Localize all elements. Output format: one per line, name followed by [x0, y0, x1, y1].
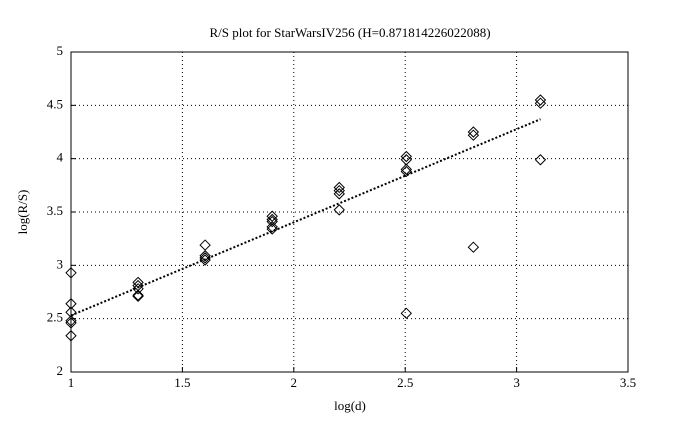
point — [400, 154, 413, 166]
point — [65, 298, 77, 310]
point — [534, 154, 547, 166]
point — [132, 283, 144, 295]
point — [266, 215, 278, 228]
x-tick-label: 2.5 — [397, 375, 413, 390]
y-axis-label: log(R/S) — [15, 190, 30, 235]
point — [333, 184, 345, 197]
point — [333, 188, 345, 200]
y-tick-label: 2.5 — [47, 310, 63, 325]
point — [199, 239, 211, 251]
point — [65, 317, 77, 329]
point — [467, 241, 480, 253]
y-tick-label: 2 — [57, 363, 64, 378]
y-tick-label: 3.5 — [47, 203, 63, 218]
point — [467, 129, 480, 141]
point — [199, 252, 211, 264]
plot-frame — [70, 51, 629, 373]
point — [467, 126, 480, 138]
y-tick-label: 4.5 — [47, 96, 63, 111]
point — [400, 165, 413, 178]
fit-line — [70, 118, 541, 317]
point — [132, 289, 144, 301]
x-tick-label: 1.5 — [174, 375, 190, 390]
point — [266, 223, 278, 235]
y-tick-label: 4 — [57, 150, 64, 165]
point — [132, 290, 144, 302]
x-tick-label: 2 — [291, 375, 298, 390]
y-tick-label: 5 — [57, 43, 64, 58]
point — [65, 315, 77, 327]
point — [65, 267, 77, 279]
x-axis-label: log(d) — [334, 398, 366, 413]
point — [65, 330, 77, 342]
x-tick-label: 3 — [513, 375, 520, 390]
point — [333, 181, 345, 194]
point — [534, 97, 547, 109]
point — [333, 204, 345, 216]
y-tick-label: 3 — [57, 256, 64, 271]
point — [400, 307, 413, 320]
x-tick-label: 3.5 — [620, 375, 636, 390]
x-tick-label: 1 — [68, 375, 75, 390]
point — [199, 250, 211, 262]
point — [400, 150, 413, 163]
chart-title: R/S plot for StarWarsIV256 (H=0.87181422… — [209, 25, 490, 40]
point — [400, 163, 413, 176]
point — [534, 94, 547, 106]
